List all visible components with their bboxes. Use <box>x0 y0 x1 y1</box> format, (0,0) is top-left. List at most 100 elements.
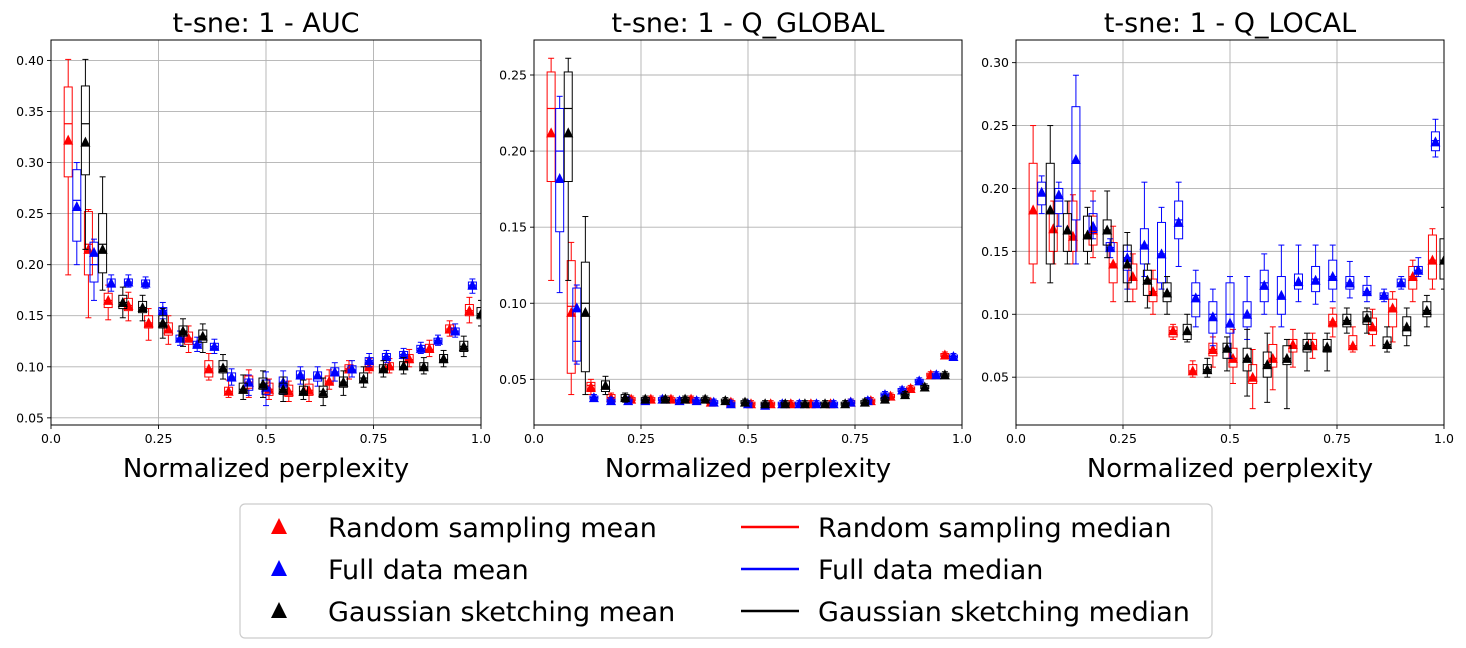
box <box>1191 282 1201 318</box>
mean-marker <box>900 389 911 400</box>
y-tick-label: 0.40 <box>16 53 44 68</box>
mean-marker <box>318 386 329 397</box>
legend-marker-triangle <box>271 560 287 576</box>
mean-marker <box>450 325 461 336</box>
mean-marker <box>1327 316 1338 327</box>
y-tick-label: 0.05 <box>499 372 527 387</box>
box <box>1322 338 1332 353</box>
mean-marker <box>1293 276 1304 287</box>
y-tick-label: 0.30 <box>16 155 44 170</box>
x-tick-label: 1.0 <box>471 431 491 446</box>
mean-marker <box>1187 365 1198 376</box>
mean-marker <box>295 369 306 380</box>
mean-marker <box>948 351 959 362</box>
mean-marker <box>588 392 599 403</box>
box <box>546 71 556 183</box>
mean-marker <box>939 369 950 380</box>
legend-label: Gaussian sketching mean <box>328 597 675 628</box>
x-tick-label: 0.0 <box>524 431 544 446</box>
box <box>1148 278 1158 303</box>
mean-marker <box>358 373 369 384</box>
box <box>72 169 82 242</box>
mean-marker <box>175 332 185 343</box>
legend-label: Random sampling median <box>818 513 1171 544</box>
mean-marker <box>939 349 950 360</box>
mean-marker <box>919 381 930 392</box>
mean-marker <box>1430 136 1441 147</box>
series-gaussian-sketching <box>80 58 481 407</box>
box <box>1122 244 1132 284</box>
mean-marker <box>1173 216 1184 227</box>
mean-marker <box>1225 317 1235 328</box>
mean-marker <box>178 325 189 336</box>
mean-marker <box>438 353 449 364</box>
x-tick-label: 0.75 <box>360 431 388 446</box>
mean-marker <box>364 355 375 366</box>
legend-entry: Gaussian sketching mean <box>271 597 675 628</box>
mean-marker <box>1344 277 1355 288</box>
y-tick-label: 0.25 <box>499 68 527 83</box>
box <box>572 287 582 362</box>
mean-marker <box>660 393 671 404</box>
mean-marker <box>1242 352 1253 363</box>
y-tick-label: 0.10 <box>499 296 527 311</box>
mean-marker <box>571 302 582 313</box>
mean-marker <box>1427 254 1438 265</box>
mean-marker <box>828 398 839 409</box>
x-axis-label: Normalized perplexity <box>123 454 409 484</box>
series-layer <box>63 58 481 407</box>
mean-marker <box>700 393 711 404</box>
mean-marker <box>1122 252 1133 263</box>
mean-marker <box>433 334 443 345</box>
y-tick-label: 0.20 <box>499 144 527 159</box>
mean-marker <box>708 396 719 407</box>
y-tick-label: 0.15 <box>16 308 44 323</box>
series-gaussian-sketching <box>1045 125 1444 410</box>
mean-marker <box>1162 287 1173 298</box>
mean-marker <box>1202 364 1213 375</box>
mean-marker <box>1207 344 1218 355</box>
series-layer <box>546 57 959 410</box>
box <box>1228 347 1238 368</box>
axes-frame <box>533 39 963 426</box>
mean-marker <box>63 134 74 145</box>
mean-marker <box>226 371 237 382</box>
mean-marker <box>257 378 268 389</box>
mean-marker <box>820 398 831 409</box>
mean-marker <box>140 277 151 288</box>
mean-marker <box>1401 321 1412 332</box>
box <box>1402 316 1412 337</box>
mean-marker <box>197 330 208 341</box>
series-full-data <box>71 162 478 407</box>
mean-marker <box>209 340 220 351</box>
mean-marker <box>298 385 309 396</box>
mean-marker <box>71 200 82 211</box>
mean-marker <box>1028 204 1039 215</box>
mean-marker <box>1382 338 1393 349</box>
box <box>1282 345 1292 366</box>
mean-marker <box>80 136 91 147</box>
panel-title: t-sne: 1 - Q_LOCAL <box>1104 8 1356 39</box>
legend-label: Gaussian sketching median <box>818 597 1190 628</box>
panel-q-global: t-sne: 1 - Q_GLOBAL Normalized perplexit… <box>499 8 972 484</box>
mean-marker <box>914 375 925 386</box>
mean-marker <box>566 306 577 317</box>
mean-marker <box>123 276 134 287</box>
box <box>1328 259 1338 290</box>
mean-marker <box>1139 239 1150 250</box>
mean-marker <box>1207 311 1218 322</box>
x-tick-label: 0.75 <box>841 431 869 446</box>
mean-marker <box>680 393 691 404</box>
mean-marker <box>620 392 631 403</box>
legend-entry: Full data mean <box>271 555 529 586</box>
panel-title: t-sne: 1 - AUC <box>173 8 360 39</box>
mean-marker <box>931 369 942 380</box>
series-layer <box>1028 74 1444 410</box>
mean-marker <box>1310 274 1321 285</box>
mean-marker <box>580 306 591 317</box>
y-tick-label: 0.20 <box>16 257 44 272</box>
mean-marker <box>1182 325 1193 336</box>
mean-marker <box>163 323 174 334</box>
box <box>1157 221 1167 284</box>
box <box>1293 273 1303 290</box>
